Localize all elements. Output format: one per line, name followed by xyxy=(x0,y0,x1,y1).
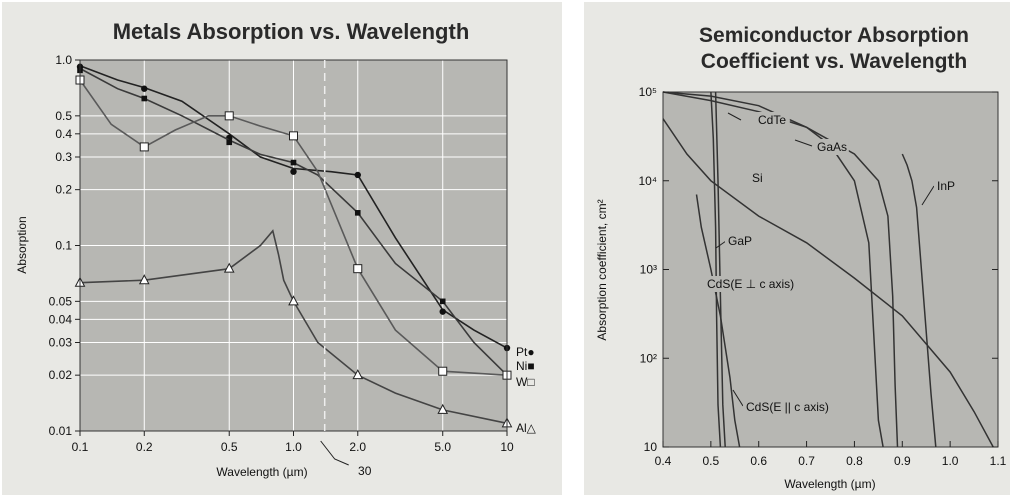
data-point-al xyxy=(437,403,449,414)
series-line-cds-e-c-axis xyxy=(714,91,726,448)
metals-y-tick-label: 0.01 xyxy=(49,424,73,438)
metals-chart: Metals Absorption vs. Wavelength 0.1 0.2 0… xyxy=(2,2,562,495)
data-point-pt xyxy=(141,85,148,92)
semiconductor-x-tick-label: 0.7 xyxy=(798,454,815,468)
metals-x-tick-label: 0.1 xyxy=(72,440,89,454)
semiconductor-curve-labels: CdTe GaAs Si InP GaP CdS(E ⊥ c axis) CdS(E || … xyxy=(704,112,962,415)
curve-label-si: Si xyxy=(752,171,763,185)
series-label-w: W□ xyxy=(516,375,535,389)
semiconductor-y-tick-label: 10⁵ xyxy=(639,85,657,99)
semiconductor-y-tick-label: 10³ xyxy=(640,263,657,277)
semiconductor-x-tick-label: 0.5 xyxy=(703,454,720,468)
semiconductor-chart: Semiconductor Absorption Coefficient vs.… xyxy=(584,2,1010,495)
curve-label-leader xyxy=(715,240,727,249)
data-point-pt xyxy=(354,171,361,179)
metals-y-tick-label: 1.0 xyxy=(55,53,72,67)
curve-label-cds-e-c-axis: CdS(E || c axis) xyxy=(746,400,829,414)
semiconductor-series-group xyxy=(662,91,994,448)
semiconductor-x-tick-label: 0.8 xyxy=(846,454,863,468)
series-line-inp xyxy=(901,153,937,448)
series-line-cdte xyxy=(662,91,884,448)
metals-axis-break-label: 30 xyxy=(358,464,372,478)
semiconductor-x-tick-label: 0.6 xyxy=(750,454,767,468)
data-point-w xyxy=(353,264,363,274)
curve-label-backdrop xyxy=(725,233,753,249)
semiconductor-y-axis-label: Absorption coefficient, cm² xyxy=(595,199,609,340)
curve-label-backdrop xyxy=(814,139,849,155)
metals-axis-break-bracket xyxy=(320,440,349,466)
data-point-w xyxy=(139,142,149,152)
metals-series-labels: Pt●Ni■ W□ Al△ xyxy=(516,345,537,435)
curve-label-backdrop xyxy=(755,112,790,128)
semiconductor-chart-title-line-1: Semiconductor Absorption xyxy=(699,24,969,47)
semiconductor-x-tick-label: 1.1 xyxy=(990,454,1007,468)
data-point-w xyxy=(289,131,298,141)
data-point-ni xyxy=(141,95,148,102)
data-point-w xyxy=(438,366,448,376)
series-line-gaas xyxy=(662,91,899,448)
metals-x-tick-label: 1.0 xyxy=(285,440,302,454)
metals-x-ticks: 0.1 0.2 0.5 1.0 2.0 5.0 10 xyxy=(72,431,514,454)
curve-label-backdrop xyxy=(743,399,865,415)
data-point-al xyxy=(288,295,299,306)
metals-y-tick-label: 0.03 xyxy=(49,335,73,349)
series-label-ni: Ni■ xyxy=(516,359,535,373)
data-point-ni xyxy=(354,210,361,216)
curve-label-backdrop xyxy=(934,178,962,194)
curve-label-leader xyxy=(921,185,935,206)
metals-y-tick-label: 0.1 xyxy=(55,239,72,253)
curve-label-inp: InP xyxy=(937,179,955,193)
semiconductor-y-tick-label: 10⁴ xyxy=(638,174,657,188)
semiconductor-x-ticks: 0.4 0.5 0.6 0.7 0.8 0.9 1.0 1.1 xyxy=(655,441,1007,468)
metals-x-tick-label: 10 xyxy=(500,440,514,454)
metals-y-tick-label: 0.02 xyxy=(49,368,73,382)
data-point-ni xyxy=(439,298,446,305)
curve-label-gap: GaP xyxy=(728,234,752,248)
metals-x-tick-label: 2.0 xyxy=(349,440,366,454)
semiconductor-y-tick-label: 10² xyxy=(640,351,657,365)
data-point-al xyxy=(223,262,235,273)
metals-y-tick-label: 0.05 xyxy=(49,294,73,308)
semiconductor-chart-title-line-2: Coefficient vs. Wavelength xyxy=(701,50,967,73)
curve-label-cdte: CdTe xyxy=(758,113,786,127)
data-point-ni xyxy=(290,159,297,166)
semiconductor-y-ticks: 10 10² 10³ 10⁴ 10⁵ xyxy=(638,85,998,454)
data-point-pt xyxy=(290,168,297,175)
curve-label-cds-e-c-axis: CdS(E ⊥ c axis) xyxy=(707,277,794,291)
metals-x-tick-label: 5.0 xyxy=(434,440,451,454)
series-label-al: Al△ xyxy=(516,421,537,435)
metals-y-tick-label: 0.2 xyxy=(55,183,72,197)
metals-x-tick-label: 0.5 xyxy=(221,440,238,454)
curve-label-leader xyxy=(727,112,742,121)
metals-y-tick-label: 0.3 xyxy=(55,150,72,164)
semiconductor-x-tick-label: 0.9 xyxy=(894,454,911,468)
data-point-pt xyxy=(439,308,446,315)
semiconductor-y-tick-label: 10 xyxy=(644,440,658,454)
metals-y-ticks: 1.0 0.5 0.4 0.3 0.2 0.1 0.05 0.04 0.03 0.02 0.01 xyxy=(49,53,80,438)
data-point-al xyxy=(352,369,364,380)
metals-y-axis-label: Absorption xyxy=(15,216,29,273)
metals-y-tick-label: 0.5 xyxy=(55,109,72,123)
metals-x-tick-label: 0.2 xyxy=(136,440,153,454)
metals-chart-title: Metals Absorption vs. Wavelength xyxy=(113,19,470,44)
curve-label-leader xyxy=(794,139,813,147)
series-label-pt: Pt● xyxy=(516,345,535,359)
metals-axis-break: 30 xyxy=(320,60,372,478)
semiconductor-x-tick-label: 0.4 xyxy=(655,454,672,468)
series-line-cds-e-c-axis xyxy=(710,91,722,448)
semiconductor-x-axis-label: Wavelength (µm) xyxy=(784,477,875,491)
metals-y-tick-label: 0.4 xyxy=(55,127,72,141)
curve-label-backdrop xyxy=(749,170,770,186)
curve-label-leader xyxy=(732,389,744,407)
curve-label-gaas: GaAs xyxy=(817,140,847,154)
data-point-ni xyxy=(226,139,233,146)
series-line-si xyxy=(662,118,994,448)
curve-label-backdrop xyxy=(704,276,818,292)
data-point-al xyxy=(138,274,150,285)
data-point-w xyxy=(224,111,234,121)
metals-y-tick-label: 0.04 xyxy=(49,312,73,326)
metals-x-axis-label: Wavelength (µm) xyxy=(216,465,307,479)
semiconductor-x-tick-label: 1.0 xyxy=(942,454,959,468)
